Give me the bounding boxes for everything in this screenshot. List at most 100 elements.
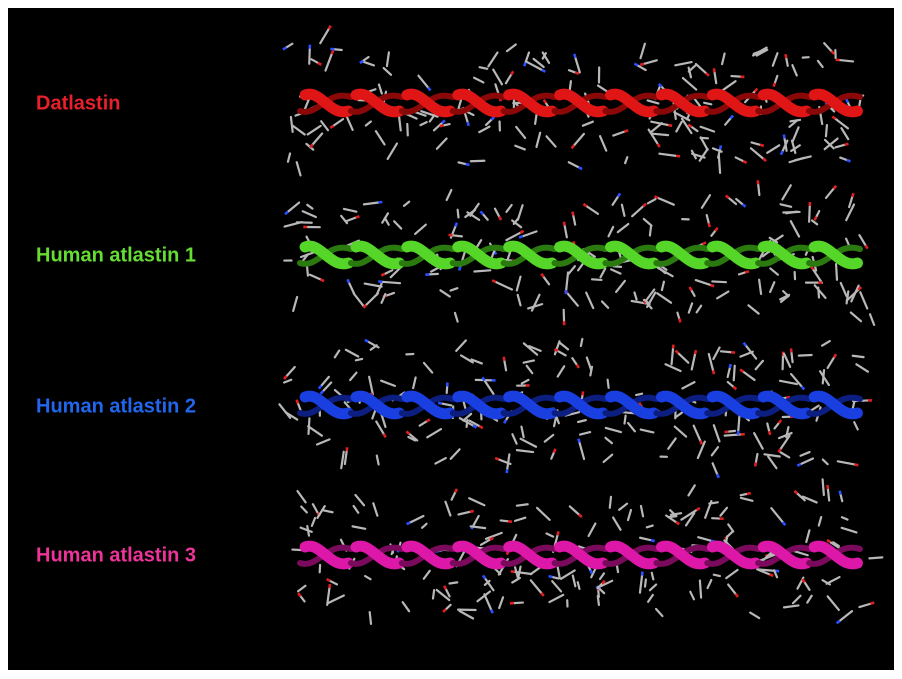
bond xyxy=(332,50,333,54)
bond xyxy=(524,62,525,66)
bond xyxy=(553,577,559,579)
bond xyxy=(636,394,642,395)
bond xyxy=(356,359,362,360)
bond xyxy=(826,125,827,136)
bond xyxy=(786,58,787,66)
bond xyxy=(473,426,476,428)
bond xyxy=(695,350,696,354)
bond xyxy=(468,122,469,126)
bond xyxy=(869,557,882,558)
bond xyxy=(572,212,573,216)
bond xyxy=(700,580,701,597)
bond xyxy=(578,439,579,443)
bond xyxy=(815,217,817,221)
bond xyxy=(676,522,679,524)
bond xyxy=(854,464,858,465)
bond xyxy=(381,274,385,276)
bond xyxy=(495,458,499,459)
bond xyxy=(492,280,496,282)
bond xyxy=(575,72,579,73)
bond xyxy=(549,576,553,577)
bond xyxy=(704,103,711,104)
bond xyxy=(640,64,644,65)
bond xyxy=(654,196,658,198)
bond xyxy=(490,538,493,540)
bond xyxy=(756,454,758,462)
bond xyxy=(671,513,681,515)
bond xyxy=(840,60,853,61)
bond xyxy=(581,339,582,346)
bond xyxy=(650,227,651,236)
bond xyxy=(651,540,655,541)
bond xyxy=(790,120,800,121)
bond xyxy=(511,71,513,74)
bond xyxy=(676,156,680,157)
bond xyxy=(608,380,609,388)
bond xyxy=(574,54,575,58)
bond xyxy=(583,204,586,206)
bond xyxy=(770,574,774,576)
bond xyxy=(480,67,488,69)
helix-label: Human atlastin 3 xyxy=(36,544,196,566)
bond xyxy=(755,462,756,466)
bond xyxy=(519,236,523,237)
bond xyxy=(785,54,786,58)
bond xyxy=(852,193,853,197)
bond xyxy=(318,63,322,65)
bond xyxy=(329,26,331,29)
bond xyxy=(745,271,749,272)
bond xyxy=(458,210,459,218)
bond xyxy=(433,590,434,598)
bond xyxy=(760,145,764,146)
bond xyxy=(504,420,506,423)
bond xyxy=(501,520,508,521)
bond xyxy=(802,579,804,582)
bond xyxy=(624,130,628,131)
bond xyxy=(719,155,720,172)
bond xyxy=(444,124,450,125)
bond xyxy=(520,231,524,233)
bond xyxy=(714,68,715,72)
bond xyxy=(679,319,680,323)
bond xyxy=(658,144,660,147)
bond xyxy=(713,370,714,374)
bond xyxy=(668,125,672,126)
bond xyxy=(840,491,841,495)
bond xyxy=(712,281,726,282)
bond xyxy=(499,216,501,220)
bond xyxy=(370,612,371,624)
bond xyxy=(853,356,864,357)
bond xyxy=(714,575,720,576)
bond xyxy=(384,434,386,437)
bond xyxy=(542,70,546,72)
bond xyxy=(347,279,349,283)
bond xyxy=(455,489,457,493)
bond xyxy=(828,489,829,501)
bond xyxy=(799,355,812,356)
bond xyxy=(634,64,637,66)
bond xyxy=(809,206,810,222)
bond xyxy=(517,504,528,505)
bond xyxy=(845,144,849,145)
bond xyxy=(507,469,508,473)
bond xyxy=(470,511,474,512)
bond xyxy=(758,184,759,195)
bond xyxy=(720,145,721,149)
bond xyxy=(823,479,824,495)
bond xyxy=(327,579,331,581)
bond xyxy=(734,366,735,381)
bond xyxy=(297,400,298,404)
bond xyxy=(743,161,747,163)
bond xyxy=(511,571,515,572)
bond xyxy=(717,474,719,478)
bond xyxy=(710,285,714,286)
bond xyxy=(579,167,583,169)
bond xyxy=(455,223,456,227)
bond xyxy=(564,222,565,226)
bond xyxy=(544,100,546,103)
bond xyxy=(625,416,626,424)
bond xyxy=(554,349,557,351)
bond xyxy=(347,447,348,451)
bond xyxy=(504,357,505,361)
bond xyxy=(741,494,747,495)
